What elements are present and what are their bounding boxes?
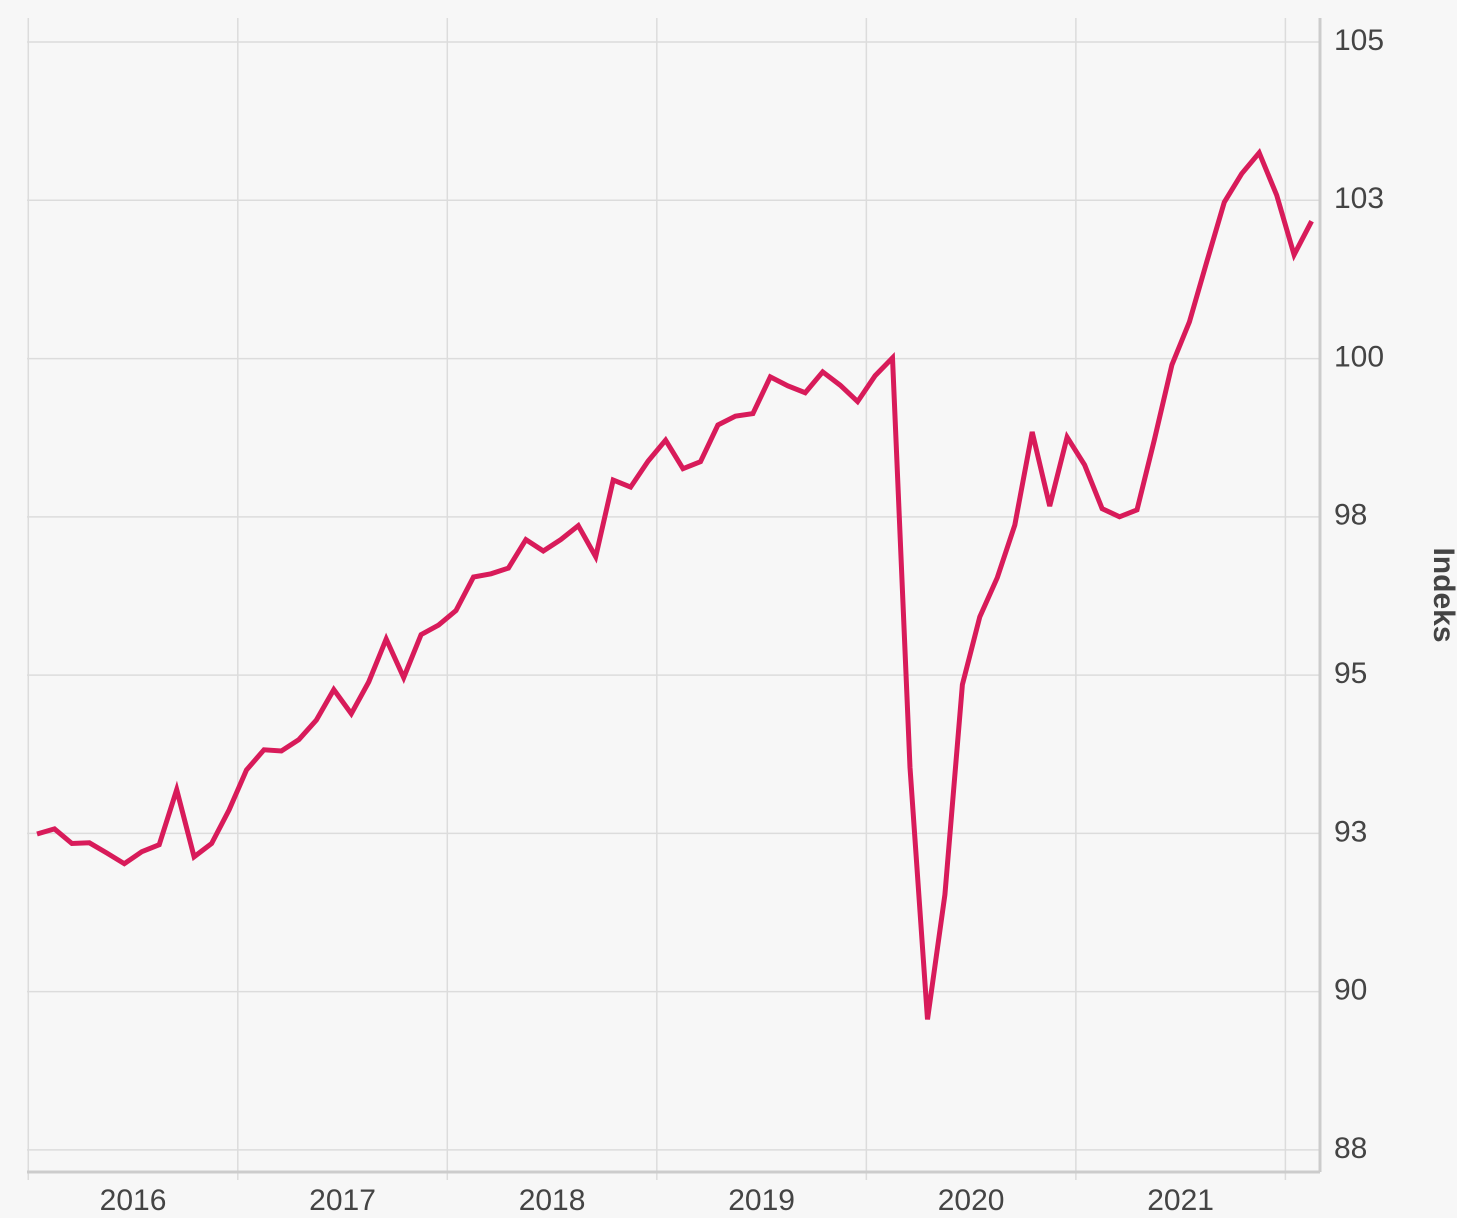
y-tick-label: 93	[1334, 815, 1367, 848]
y-tick-label: 90	[1334, 974, 1367, 1007]
y-tick-label: 105	[1334, 24, 1384, 57]
line-series	[36, 148, 1314, 1020]
x-tick-label: 2018	[519, 1184, 586, 1217]
x-tick-label: 2020	[938, 1184, 1005, 1217]
y-tick-label: 103	[1334, 182, 1384, 215]
y-tick-label: 98	[1334, 499, 1367, 532]
y-tick-label: 95	[1334, 657, 1367, 690]
x-tick-label: 2021	[1147, 1184, 1214, 1217]
x-tick-label: 2019	[728, 1184, 795, 1217]
y-tick-label: 88	[1334, 1132, 1367, 1165]
x-tick-label: 2016	[100, 1184, 167, 1217]
y-axis-label: Indeks	[1427, 547, 1457, 642]
y-tick-label: 100	[1334, 340, 1384, 373]
x-tick-label: 2017	[309, 1184, 376, 1217]
